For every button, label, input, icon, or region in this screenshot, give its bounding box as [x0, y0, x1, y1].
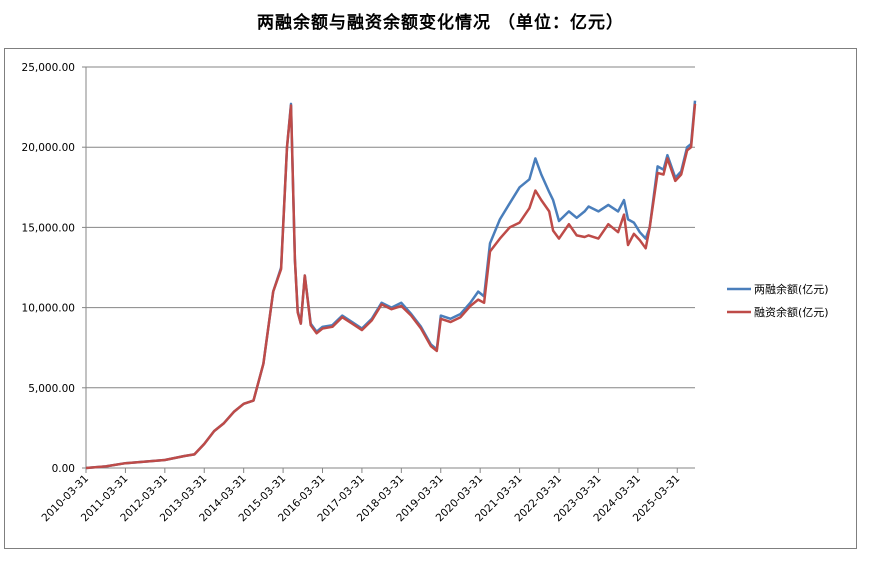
gridlines [86, 66, 695, 389]
series-lines [85, 100, 697, 470]
y-tick-label: 20,000.00 [22, 142, 75, 154]
legend-label: 两融余额(亿元) [754, 282, 829, 296]
chart-title: 两融余额与融资余额变化情况 （单位：亿元） [257, 13, 624, 33]
y-tick-label: 25,000.00 [22, 62, 75, 74]
chart-border [4, 48, 857, 549]
y-tick-label: 10,000.00 [22, 303, 75, 315]
series-line-2 [85, 103, 697, 470]
y-tick-label: 0.00 [52, 463, 75, 475]
series-line-1 [85, 100, 697, 470]
y-tick-label: 15,000.00 [22, 222, 75, 234]
legend-label: 融资余额(亿元) [754, 305, 829, 319]
legend: 两融余额(亿元) 融资余额(亿元) [727, 282, 829, 319]
y-tick-label: 5,000.00 [28, 383, 75, 395]
axes: 0.00 5,000.00 10,000.00 15,000.00 20,000.00 2… [22, 62, 695, 524]
